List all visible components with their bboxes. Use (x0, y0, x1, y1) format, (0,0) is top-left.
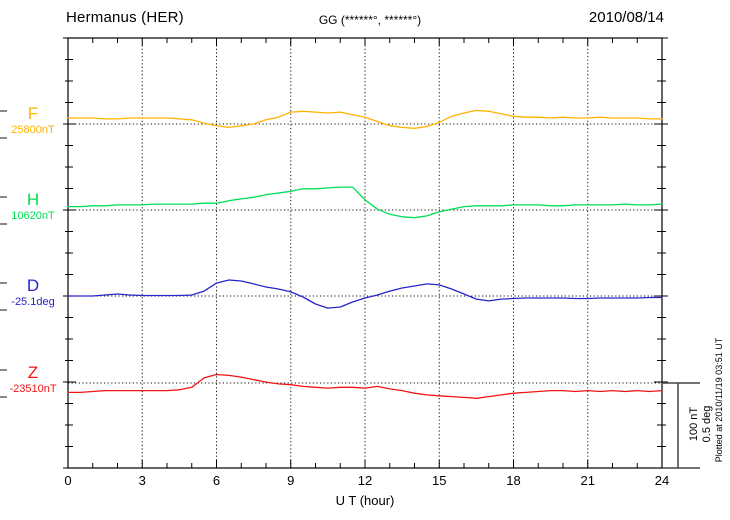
x-tick-label: 24 (654, 473, 670, 488)
x-tick-label: 21 (580, 473, 595, 488)
channel-label-D: D -25.1deg (2, 277, 64, 308)
channel-letter-H: H (26, 190, 40, 209)
x-axis-title: U T (hour) (335, 493, 395, 508)
range-marker (0, 369, 7, 371)
channel-label-F: F 25800nT (2, 105, 64, 136)
x-tick-label: 9 (287, 473, 295, 488)
range-marker (0, 110, 7, 112)
range-marker (0, 396, 7, 398)
scale-bar-nt-label: 100 nT (688, 406, 700, 442)
channel-baseline-value-Z: -23510nT (9, 383, 57, 395)
trace-F (67, 109, 663, 129)
scale-bar-label: 100 nT 0.5 deg (688, 394, 716, 454)
trace-D (67, 279, 663, 309)
plotted-at-timestamp: Plotted at 2010/11/19 03:51 UT (714, 337, 724, 463)
x-tick-label: 12 (357, 473, 373, 488)
channel-label-H: H 10620nT (2, 191, 64, 222)
channel-letter-F: F (27, 104, 39, 123)
x-tick-label: 15 (432, 473, 447, 488)
range-marker (0, 137, 7, 139)
station-title: Hermanus (HER) (66, 9, 184, 26)
range-marker (0, 196, 7, 198)
channel-baseline-value-H: 10620nT (11, 210, 55, 222)
range-marker (0, 223, 7, 225)
channel-letter-Z: Z (27, 363, 39, 382)
x-tick-label: 0 (64, 473, 72, 488)
trace-H (67, 186, 663, 219)
plot-frame (67, 37, 663, 469)
scale-bar-deg-label: 0.5 deg (701, 405, 713, 443)
channel-label-Z: Z -23510nT (2, 364, 64, 395)
range-marker (0, 309, 7, 311)
channel-baseline-value-F: 25800nT (11, 124, 55, 136)
date-label: 2010/08/14 (588, 9, 664, 26)
x-tick-label: 3 (138, 473, 146, 488)
channel-letter-D: D (26, 276, 40, 295)
x-tick-label: 6 (212, 473, 221, 488)
channel-baseline-value-D: -25.1deg (11, 296, 55, 308)
trace-Z (67, 373, 663, 399)
x-tick-label: 18 (506, 473, 521, 488)
range-marker (0, 282, 7, 284)
geographic-coords-label: GG (******°, ******°) (318, 13, 422, 27)
